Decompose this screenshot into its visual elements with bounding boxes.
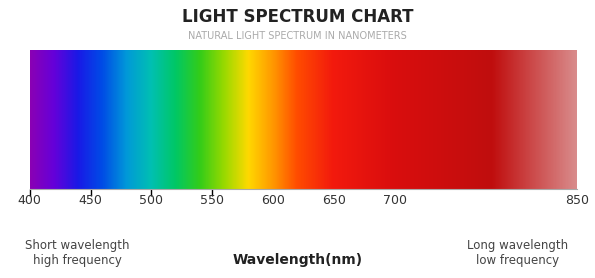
Text: Long wavelength
low frequency: Long wavelength low frequency: [467, 239, 568, 267]
Text: Short wavelength
high frequency: Short wavelength high frequency: [25, 239, 130, 267]
Text: Wavelength(nm): Wavelength(nm): [233, 253, 362, 267]
Text: NATURAL LIGHT SPECTRUM IN NANOMETERS: NATURAL LIGHT SPECTRUM IN NANOMETERS: [188, 31, 407, 41]
Text: LIGHT SPECTRUM CHART: LIGHT SPECTRUM CHART: [181, 8, 414, 26]
